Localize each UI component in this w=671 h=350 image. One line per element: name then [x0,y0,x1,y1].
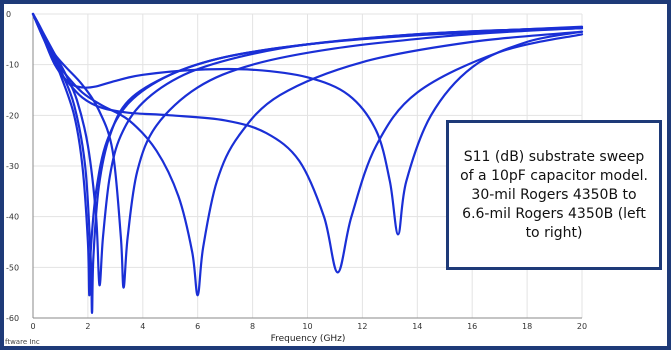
annotation-box: S11 (dB) substrate sweep of a 10pF capac… [446,120,662,270]
y-tick-label: -40 [6,213,19,222]
annotation-text: S11 (dB) substrate sweep of a 10pF capac… [460,148,648,241]
series-group [31,12,584,315]
x-tick-label: 10 [302,322,312,331]
tick-labels: 0 2 4 6 8 10 12 14 16 18 20 0 -10 -20 -30 -40 -50 -60 [6,10,587,331]
y-tick-label: 0 [6,10,11,19]
x-tick-label: 12 [357,322,367,331]
y-tick-label: -50 [6,263,19,272]
x-tick-label: 6 [195,322,200,331]
x-tick-label: 14 [412,322,422,331]
x-tick-label: 0 [30,322,35,331]
x-tick-label: 4 [140,322,145,331]
x-tick-label: 8 [250,322,255,331]
y-tick-label: -10 [6,61,19,70]
series-line-4 [31,12,584,289]
y-tick-label: -30 [6,162,19,171]
axes [32,14,582,319]
x-tick-label: 2 [85,322,90,331]
y-tick-label: -60 [6,314,19,323]
series-line-7 [31,12,584,236]
x-tick-label: 20 [577,322,587,331]
y-tick-label: -20 [6,111,19,120]
x-tick-label: 18 [522,322,532,331]
copyright-text: ftware Inc [5,338,40,346]
x-axis-label: Frequency (GHz) [271,334,346,344]
series-line-5 [31,12,584,297]
x-tick-label: 16 [467,322,477,331]
